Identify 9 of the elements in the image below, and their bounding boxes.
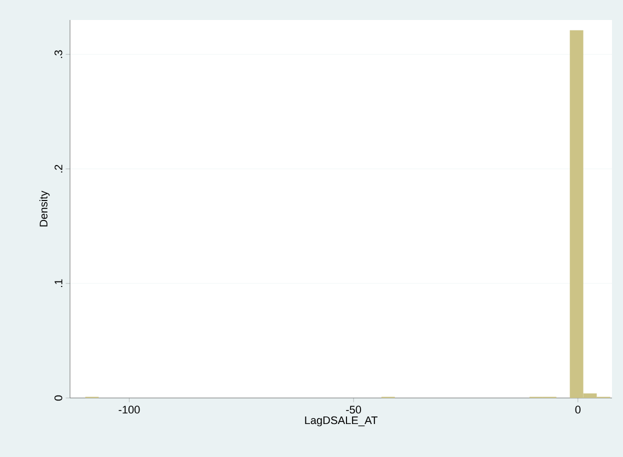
y-tick-label: .3 [54,50,62,58]
x-tick-label: 0 [575,406,581,414]
y-axis-title: Density [39,190,50,226]
y-tick-label: .2 [54,164,62,172]
x-tick-label: -100 [118,406,140,414]
y-tick-label: .1 [54,279,62,288]
x-axis-title: LagDSALE_AT [305,416,378,426]
x-tick-label: -50 [346,406,362,414]
y-tick-label: 0 [54,395,62,401]
